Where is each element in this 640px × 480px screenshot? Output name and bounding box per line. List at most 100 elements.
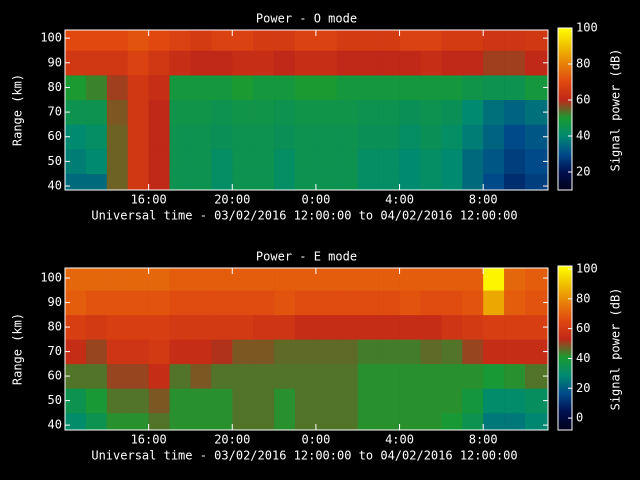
- heatmap-cell: [106, 75, 129, 101]
- heatmap-cell: [169, 268, 191, 291]
- heatmap-cell: [211, 75, 233, 101]
- heatmap-cell: [253, 290, 275, 316]
- heatmap-cell: [483, 363, 505, 389]
- heatmap-cell: [420, 149, 442, 175]
- heatmap-cell: [315, 388, 338, 414]
- heatmap-cell: [399, 30, 421, 51]
- heatmap-cell: [525, 173, 549, 191]
- heatmap-cell: [85, 30, 108, 51]
- heatmap-cell: [357, 268, 379, 291]
- heatmap-cell: [127, 173, 149, 191]
- heatmap-cell: [336, 339, 359, 365]
- heatmap-cell: [232, 124, 254, 150]
- heatmap-cell: [190, 290, 212, 316]
- heatmap-cell: [274, 124, 296, 150]
- heatmap-cell: [504, 173, 526, 191]
- heatmap-cell: [420, 50, 442, 76]
- heatmap-cell: [106, 339, 129, 365]
- heatmap-cell: [148, 388, 170, 414]
- heatmap-cell: [148, 173, 170, 191]
- x-tick-label: 0:00: [301, 433, 330, 447]
- heatmap-cell: [274, 363, 296, 389]
- heatmap-cell: [420, 290, 442, 316]
- heatmap-cell: [462, 339, 484, 365]
- heatmap-cell: [232, 173, 254, 191]
- heatmap-cell: [357, 99, 379, 125]
- heatmap-cell: [65, 363, 87, 389]
- heatmap-cell: [504, 363, 526, 389]
- x-tick-label: 16:00: [131, 193, 167, 207]
- heatmap-cell: [357, 50, 379, 76]
- heatmap-cell: [190, 124, 212, 150]
- heatmap-cell: [525, 99, 549, 125]
- heatmap-cell: [295, 30, 317, 51]
- heatmap-cell: [65, 30, 87, 51]
- heatmap-cell: [315, 363, 338, 389]
- y-tick-label: 40: [48, 418, 62, 432]
- heatmap-cell: [378, 339, 400, 365]
- heatmap-cell: [274, 99, 296, 125]
- heatmap-cell: [420, 314, 442, 340]
- plot-frame: [64, 267, 549, 431]
- heatmap-cell: [253, 173, 275, 191]
- heatmap-cell: [315, 99, 338, 125]
- heatmap-cell: [127, 314, 149, 340]
- heatmap-cell: [336, 388, 359, 414]
- heatmap-cell: [504, 314, 526, 340]
- heatmap-cell: [378, 173, 400, 191]
- heatmap-cell: [525, 388, 549, 414]
- heatmap-cell: [106, 290, 129, 316]
- heatmap-cell: [295, 50, 317, 76]
- heatmap-cell: [399, 99, 421, 125]
- colorbar-tick-label: 60: [576, 321, 590, 335]
- heatmap-cell: [232, 50, 254, 76]
- heatmap-cell: [357, 412, 379, 431]
- heatmap-cell: [169, 412, 191, 431]
- heatmap-cell: [462, 149, 484, 175]
- heatmap-cell: [295, 75, 317, 101]
- heatmap-cell: [378, 290, 400, 316]
- heatmap-cell: [399, 124, 421, 150]
- heatmap-cell: [274, 75, 296, 101]
- heatmap-cell: [357, 75, 379, 101]
- heatmap-cell: [190, 50, 212, 76]
- heatmap-cell: [399, 268, 421, 291]
- heatmap-cell: [525, 149, 549, 175]
- colorbar-tick-label: 20: [576, 165, 590, 179]
- heatmap-cell: [169, 339, 191, 365]
- heatmap-cell: [211, 173, 233, 191]
- heatmap-cell: [65, 412, 87, 431]
- heatmap-cell: [232, 388, 254, 414]
- heatmap-cell: [483, 314, 505, 340]
- heatmap-cell: [504, 339, 526, 365]
- heatmap-cell: [232, 314, 254, 340]
- heatmap-cell: [504, 75, 526, 101]
- colorbar-tick-label: 80: [576, 57, 590, 71]
- heatmap-cell: [336, 149, 359, 175]
- heatmap-cell: [127, 124, 149, 150]
- heatmap-cell: [148, 290, 170, 316]
- heatmap-cell: [399, 363, 421, 389]
- heatmap-cell: [106, 30, 129, 51]
- heatmap-cell: [378, 99, 400, 125]
- heatmap-cell: [65, 50, 87, 76]
- heatmap-cell: [65, 124, 87, 150]
- heatmap-cell: [336, 99, 359, 125]
- heatmap-cell: [420, 75, 442, 101]
- heatmap-cell: [253, 339, 275, 365]
- heatmap-cell: [253, 99, 275, 125]
- heatmap-cell: [315, 173, 338, 191]
- heatmap-cell: [85, 75, 108, 101]
- heatmap-cell: [525, 363, 549, 389]
- heatmap-cell: [462, 50, 484, 76]
- x-axis-label: Universal time - 03/02/2016 12:00:00 to …: [91, 449, 517, 463]
- heatmap-cell: [420, 388, 442, 414]
- heatmap-cell: [85, 363, 108, 389]
- heatmap-cell: [483, 50, 505, 76]
- heatmap-cell: [169, 363, 191, 389]
- heatmap-cell: [148, 99, 170, 125]
- heatmap-cell: [420, 363, 442, 389]
- colorbar: [557, 27, 573, 191]
- heatmap-cell: [106, 124, 129, 150]
